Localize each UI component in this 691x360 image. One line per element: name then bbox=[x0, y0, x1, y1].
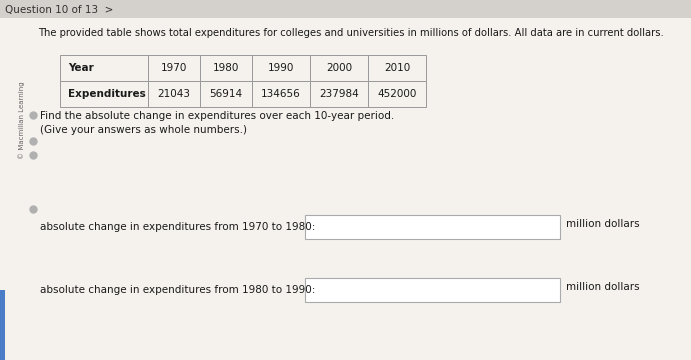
Text: million dollars: million dollars bbox=[566, 282, 640, 292]
Bar bbox=[148, 81, 200, 107]
Text: 21043: 21043 bbox=[158, 89, 191, 99]
Bar bbox=[310, 55, 368, 81]
Bar bbox=[200, 81, 252, 107]
Bar bbox=[0, 290, 5, 360]
Text: Find the absolute change in expenditures over each 10-year period.: Find the absolute change in expenditures… bbox=[40, 111, 395, 121]
Text: 1980: 1980 bbox=[213, 63, 239, 73]
Text: (Give your answers as whole numbers.): (Give your answers as whole numbers.) bbox=[40, 125, 247, 135]
Text: © Macmillan Learning: © Macmillan Learning bbox=[19, 81, 26, 159]
Text: Year: Year bbox=[68, 63, 94, 73]
Text: 56914: 56914 bbox=[209, 89, 243, 99]
Text: 2010: 2010 bbox=[384, 63, 410, 73]
Text: 134656: 134656 bbox=[261, 89, 301, 99]
Bar bbox=[60, 55, 148, 81]
Text: 1970: 1970 bbox=[161, 63, 187, 73]
Text: The provided table shows total expenditures for colleges and universities in mil: The provided table shows total expenditu… bbox=[38, 28, 664, 38]
Text: 2000: 2000 bbox=[326, 63, 352, 73]
Text: million dollars: million dollars bbox=[566, 219, 640, 229]
Text: Expenditures: Expenditures bbox=[68, 89, 146, 99]
Bar bbox=[200, 55, 252, 81]
Bar bbox=[368, 81, 426, 107]
Text: 237984: 237984 bbox=[319, 89, 359, 99]
Text: absolute change in expenditures from 1970 to 1980:: absolute change in expenditures from 197… bbox=[40, 222, 315, 232]
Text: 1990: 1990 bbox=[268, 63, 294, 73]
Bar bbox=[310, 81, 368, 107]
Bar bbox=[305, 278, 560, 302]
Bar bbox=[60, 81, 148, 107]
Text: 452000: 452000 bbox=[377, 89, 417, 99]
Bar bbox=[305, 215, 560, 239]
Bar bbox=[148, 55, 200, 81]
Bar bbox=[252, 55, 310, 81]
Bar bbox=[368, 55, 426, 81]
Bar bbox=[252, 81, 310, 107]
Text: Question 10 of 13  >: Question 10 of 13 > bbox=[5, 5, 113, 15]
Text: absolute change in expenditures from 1980 to 1990:: absolute change in expenditures from 198… bbox=[40, 285, 315, 295]
